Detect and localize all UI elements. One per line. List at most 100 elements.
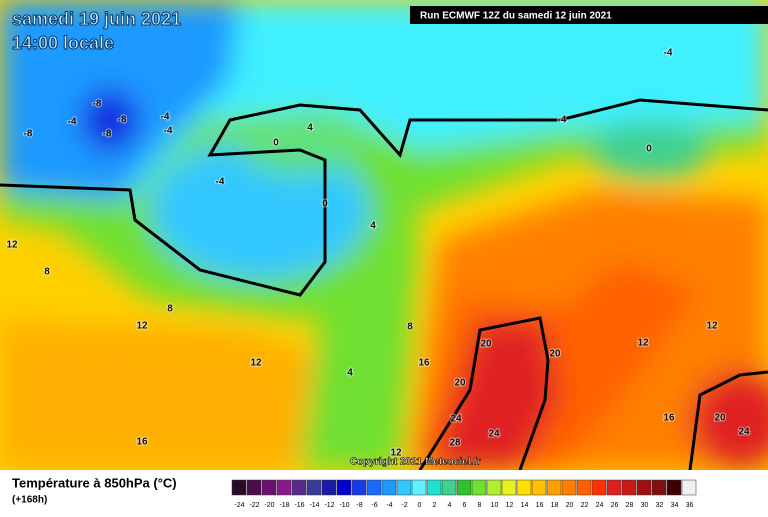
legend-swatch bbox=[561, 479, 577, 496]
legend-tick-label: 22 bbox=[581, 502, 589, 509]
legend-tick-label: -4 bbox=[386, 502, 392, 509]
legend-tick-label: 32 bbox=[656, 502, 664, 509]
legend-swatch bbox=[231, 479, 247, 496]
contour-lines bbox=[0, 98, 768, 470]
legend-swatch bbox=[651, 479, 667, 496]
legend-tick-label: 20 bbox=[566, 502, 574, 509]
legend-swatch bbox=[516, 479, 532, 496]
contour-label: 24 bbox=[450, 414, 462, 425]
contour-label: -8 bbox=[103, 129, 112, 140]
legend-swatch bbox=[471, 479, 487, 496]
contour-label: -8 bbox=[24, 129, 33, 140]
contour-label: 12 bbox=[390, 448, 402, 459]
legend-tick-label: 18 bbox=[551, 502, 559, 509]
contour-label: 12 bbox=[136, 321, 148, 332]
legend-swatch bbox=[681, 479, 697, 496]
contour-label: -4 bbox=[558, 115, 567, 126]
legend-title: Température à 850hPa (°C) bbox=[12, 475, 177, 490]
contour-label: 28 bbox=[449, 438, 461, 449]
legend-tick-label: 2 bbox=[433, 502, 437, 509]
contour-label: 16 bbox=[136, 437, 148, 448]
contour-label: -4 bbox=[161, 112, 170, 123]
legend-swatch bbox=[336, 479, 352, 496]
legend-tick-label: -22 bbox=[249, 502, 259, 509]
legend-tick-label: -2 bbox=[401, 502, 407, 509]
legend-swatch bbox=[636, 479, 652, 496]
legend-tick-label: -8 bbox=[356, 502, 362, 509]
contour-label: -8 bbox=[118, 115, 127, 126]
contour-label: 4 bbox=[347, 368, 353, 379]
legend-tick-label: 0 bbox=[418, 502, 422, 509]
contour-label: 8 bbox=[44, 267, 50, 278]
legend-tick-label: 12 bbox=[506, 502, 514, 509]
title: samedi 19 juin 2021 bbox=[12, 9, 181, 29]
legend-tick-label: 14 bbox=[521, 502, 529, 509]
contour-label: 16 bbox=[663, 413, 675, 424]
legend-tick-label: 24 bbox=[596, 502, 604, 509]
color-legend: -24 -22 -20 -18 -16 -14 -12 -10 -8 -6 -4 -2 0 2 4 6 8 10 1… bbox=[231, 479, 697, 509]
contour-label: 24 bbox=[488, 429, 500, 440]
contour-label: 8 bbox=[407, 322, 413, 333]
contour-labels: -4 -8 -8 -8 -8 -4 -4 -4 -4 0 4 0 -4 0 4 12 8 8 12 12 16 4 8 16 2… bbox=[5, 47, 751, 460]
legend-swatch bbox=[591, 479, 607, 496]
legend-tick-label: -14 bbox=[309, 502, 319, 509]
contour-label: 20 bbox=[480, 339, 492, 350]
legend-swatch bbox=[531, 479, 547, 496]
legend-swatch bbox=[276, 479, 292, 496]
legend-swatch bbox=[381, 479, 397, 496]
legend-swatch bbox=[621, 479, 637, 496]
contour-label: -4 bbox=[68, 117, 77, 128]
legend-swatch bbox=[291, 479, 307, 496]
legend-swatch bbox=[411, 479, 427, 496]
contour-label: -4 bbox=[164, 126, 173, 137]
legend-swatch bbox=[501, 479, 517, 496]
contour-label: 4 bbox=[307, 123, 313, 134]
legend-swatch bbox=[426, 479, 442, 496]
legend-swatch bbox=[666, 479, 682, 496]
contour-label: 0 bbox=[646, 144, 652, 155]
contour-label: -8 bbox=[93, 99, 102, 110]
legend-tick-label: 30 bbox=[641, 502, 649, 509]
contour-label: -4 bbox=[216, 177, 225, 188]
contour-label: 0 bbox=[322, 199, 328, 210]
contour-label: 12 bbox=[250, 358, 262, 369]
legend-tick-label: 36 bbox=[686, 502, 694, 509]
legend-tick-label: -24 bbox=[234, 502, 244, 509]
legend-tick-label: -16 bbox=[294, 502, 304, 509]
subtitle: 14:00 locale bbox=[12, 33, 114, 53]
legend-tick-label: -18 bbox=[279, 502, 289, 509]
copyright: Copyright 2021 Meteociel.fr bbox=[350, 457, 481, 468]
legend-tick-label: 26 bbox=[611, 502, 619, 509]
contour-label: 8 bbox=[167, 304, 173, 315]
contour-label: -4 bbox=[664, 48, 673, 59]
legend-swatch bbox=[576, 479, 592, 496]
legend-tick-label: -20 bbox=[264, 502, 274, 509]
run-box bbox=[410, 6, 768, 24]
legend-tick-label: 10 bbox=[491, 502, 499, 509]
legend-tick-label: 8 bbox=[478, 502, 482, 509]
legend-tick-label: 4 bbox=[448, 502, 452, 509]
contour-label: 0 bbox=[273, 138, 279, 149]
legend-swatch bbox=[396, 479, 412, 496]
legend-swatch bbox=[486, 479, 502, 496]
legend-swatch bbox=[441, 479, 457, 496]
legend-swatch bbox=[306, 479, 322, 496]
legend-swatch bbox=[606, 479, 622, 496]
run-info: Run ECMWF 12Z du samedi 12 juin 2021 bbox=[420, 11, 612, 22]
contour-label: 20 bbox=[714, 413, 726, 424]
legend-tick-label: 16 bbox=[536, 502, 544, 509]
legend-swatch bbox=[246, 479, 262, 496]
contour-label: 12 bbox=[6, 240, 18, 251]
contour-label: 24 bbox=[738, 427, 750, 438]
contour-label: 20 bbox=[454, 378, 466, 389]
legend-tick-label: 28 bbox=[626, 502, 634, 509]
contour-label: 12 bbox=[637, 338, 649, 349]
legend-swatch bbox=[546, 479, 562, 496]
lead-time: (+168h) bbox=[12, 495, 47, 506]
legend-swatch bbox=[366, 479, 382, 496]
legend-swatch bbox=[261, 479, 277, 496]
map-area bbox=[0, 0, 768, 470]
legend-swatch bbox=[456, 479, 472, 496]
legend-tick-label: 6 bbox=[463, 502, 467, 509]
